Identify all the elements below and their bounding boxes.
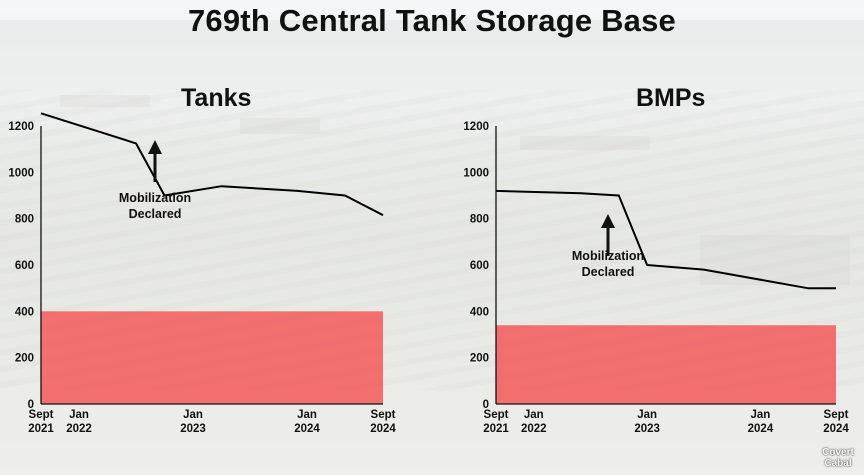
tanks-annotation-label: Declared: [129, 207, 182, 221]
bmps-y-tick-label: 400: [470, 306, 489, 318]
tanks-y-tick-label: 600: [15, 260, 34, 272]
bmps-x-tick-label: 2021: [483, 423, 509, 435]
tanks-series-line: [40, 112, 384, 217]
bmps-threshold-band: [496, 325, 836, 404]
tanks-y-tick-label: 400: [15, 306, 34, 318]
bmps-annotation-label: Mobilization: [572, 249, 644, 263]
tanks-x-tick-label: Sept: [29, 409, 54, 421]
tanks-threshold-band: [41, 311, 383, 404]
tanks-annotation-label: Mobilization: [119, 191, 191, 205]
logo-line-2: Cabal: [824, 458, 852, 469]
tanks-x-tick-label: Jan: [69, 409, 89, 421]
bmps-x-tick-label: Sept: [484, 409, 509, 421]
tanks-y-tick-label: 800: [15, 214, 34, 226]
bmps-x-tick-label: Sept: [824, 409, 849, 421]
bmps-x-tick-label: 2024: [823, 423, 849, 435]
bmps-annotation-arrowhead: [601, 214, 615, 228]
tanks-x-tick-label: 2024: [370, 423, 396, 435]
bmps-x-tick-label: Jan: [637, 409, 657, 421]
tanks-x-tick-label: 2021: [28, 423, 54, 435]
tanks-x-tick-label: Jan: [297, 409, 317, 421]
logo-line-1: Covert: [822, 447, 854, 458]
tanks-x-tick-label: Jan: [183, 409, 203, 421]
bmps-y-tick-label: 600: [470, 260, 489, 272]
tanks-y-tick-label: 0: [28, 399, 34, 411]
bmps-y-tick-label: 200: [470, 353, 489, 365]
tanks-x-tick-label: 2022: [66, 423, 92, 435]
tanks-annotation-arrowhead: [148, 140, 162, 154]
tanks-x-tick-label: 2023: [180, 423, 206, 435]
tanks-y-tick-label: 1200: [8, 121, 34, 133]
bmps-x-tick-label: 2023: [634, 423, 660, 435]
bmps-y-tick-label: 0: [483, 399, 489, 411]
tanks-y-tick-label: 1000: [8, 167, 34, 179]
tanks-y-tick-label: 200: [15, 353, 34, 365]
chart-title-tanks: Tanks: [181, 84, 252, 112]
bmps-x-tick-label: 2022: [521, 423, 547, 435]
bmps-x-tick-label: Jan: [524, 409, 544, 421]
chart-title-bmps: BMPs: [636, 84, 706, 112]
bmps-y-tick-label: 800: [470, 214, 489, 226]
tanks-x-tick-label: Sept: [371, 409, 396, 421]
bmps-x-tick-label: 2024: [748, 423, 774, 435]
bmps-x-tick-label: Jan: [751, 409, 771, 421]
bmps-series-line: [495, 189, 836, 290]
bmps-y-tick-label: 1200: [463, 121, 489, 133]
covert-cabal-logo: Covert Cabal: [816, 447, 860, 469]
bmps-y-tick-label: 1000: [463, 167, 489, 179]
tanks-x-tick-label: 2024: [294, 423, 320, 435]
bmps-annotation-label: Declared: [582, 265, 635, 279]
page-title: 769th Central Tank Storage Base: [187, 3, 677, 38]
